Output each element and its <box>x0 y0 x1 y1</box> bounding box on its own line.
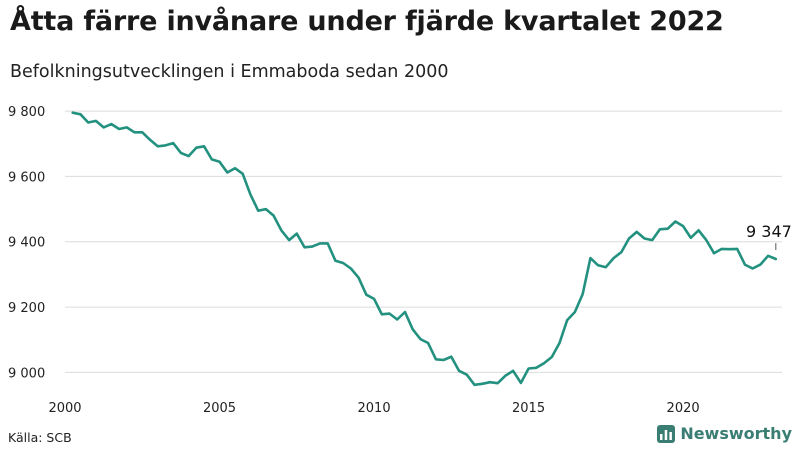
end-value-label: 9 347 <box>746 222 792 241</box>
brand-name: Newsworthy <box>680 424 792 443</box>
chart-title: Åtta färre invånare under fjärde kvartal… <box>10 6 724 37</box>
gridlines <box>65 110 782 373</box>
y-tick-label: 9 000 <box>8 366 45 381</box>
x-tick-label: 2020 <box>667 401 700 416</box>
y-tick-label: 9 400 <box>8 236 45 251</box>
x-axis-tick-labels: 2000 2005 2010 2015 2020 <box>48 401 699 416</box>
y-tick-label: 9 200 <box>8 301 45 316</box>
y-tick-label: 9 600 <box>8 170 45 185</box>
x-tick-label: 2000 <box>48 401 81 416</box>
x-tick-label: 2010 <box>358 401 391 416</box>
y-axis-tick-labels: 9 000 9 200 9 400 9 600 9 800 <box>8 105 45 381</box>
x-tick-label: 2005 <box>203 401 236 416</box>
y-tick-label: 9 800 <box>8 105 45 120</box>
bar-chart-icon <box>657 424 676 443</box>
brand-logo: Newsworthy <box>657 424 792 443</box>
x-tick-label: 2015 <box>512 401 545 416</box>
population-series-line <box>71 111 778 387</box>
chart-subtitle: Befolkningsutvecklingen i Emmaboda sedan… <box>10 62 449 82</box>
source-note: Källa: SCB <box>8 430 72 445</box>
